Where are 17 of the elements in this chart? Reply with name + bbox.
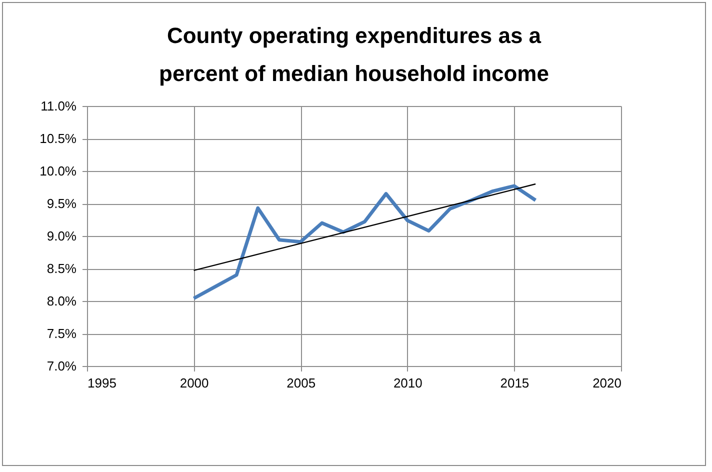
y-tick-label: 8.5% bbox=[46, 261, 77, 276]
x-tick-label: 2010 bbox=[393, 376, 422, 390]
y-tick-label: 10.5% bbox=[40, 131, 77, 146]
x-tick-label: 2020 bbox=[592, 376, 622, 390]
x-tick-label: 2000 bbox=[180, 376, 209, 390]
y-tick-label: 11.0% bbox=[40, 98, 77, 114]
y-tick-label: 7.0% bbox=[46, 358, 77, 374]
x-tick-label: 2005 bbox=[286, 376, 316, 390]
y-tick-label: 9.0% bbox=[46, 228, 77, 244]
x-tick-label: 2015 bbox=[500, 376, 530, 390]
y-tick-label: 10.0% bbox=[40, 164, 77, 178]
x-tick-label: 1995 bbox=[88, 376, 116, 390]
chart-title: County operating expenditures as a percent of median household income bbox=[159, 23, 549, 86]
y-tick-label: 7.5% bbox=[46, 326, 77, 341]
y-tick-label: 9.5% bbox=[46, 196, 77, 211]
y-tick-label: 8.0% bbox=[46, 294, 77, 308]
line-series bbox=[192, 184, 538, 300]
